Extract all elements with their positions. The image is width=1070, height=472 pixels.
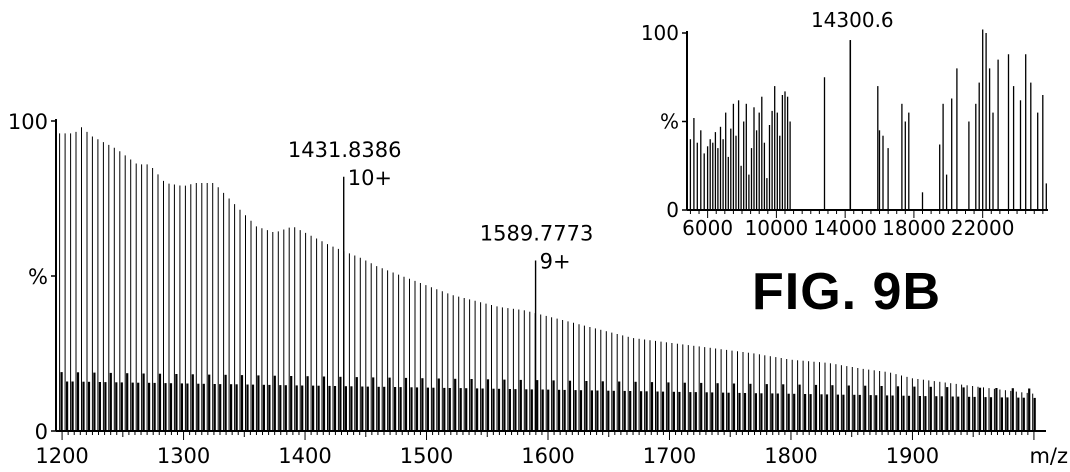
- peak-charge-label: 10+: [348, 166, 392, 190]
- inset-x-tick-label: 14000: [813, 216, 877, 240]
- y-tick-label: 100: [8, 110, 48, 134]
- x-tick-label: 1400: [278, 444, 331, 468]
- x-tick-label: 1800: [764, 444, 817, 468]
- y-tick-label: 0: [35, 420, 48, 444]
- x-tick-label: 1900: [886, 444, 939, 468]
- peak-charge-label: 9+: [540, 250, 571, 274]
- inset-y-tick-label: 100: [641, 21, 679, 45]
- x-tick-label: 1700: [643, 444, 696, 468]
- inset-x-tick-label: 18000: [882, 216, 946, 240]
- inset-peak-mass-label: 14300.6: [811, 8, 894, 32]
- y-tick-label: %: [28, 265, 48, 289]
- figure-label: FIG. 9B: [752, 263, 942, 321]
- inset-x-tick-label: 10000: [745, 216, 809, 240]
- x-tick-label: 1600: [521, 444, 574, 468]
- inset-y-tick-label: %: [660, 110, 679, 134]
- x-tick-label: 1500: [400, 444, 453, 468]
- x-tick-label: 1300: [157, 444, 210, 468]
- x-axis-label: m/z: [1029, 444, 1068, 468]
- inset-spectrum-chart: 0% 100 6000 10000 14000 18000 22000 14300.6: [641, 8, 1048, 240]
- peak-mass-label: 1431.8386: [288, 138, 402, 162]
- main-spectrum-chart: 0% 100 1200 1300 1400 1500 1600 1700 1800 1900 m/z…: [8, 110, 1068, 468]
- inset-y-tick-label: 0: [666, 198, 679, 222]
- x-tick-label: 1200: [35, 444, 88, 468]
- inset-x-tick-label: 22000: [951, 216, 1015, 240]
- peak-mass-label: 1589.7773: [480, 222, 594, 246]
- inset-x-tick-label: 6000: [682, 216, 733, 240]
